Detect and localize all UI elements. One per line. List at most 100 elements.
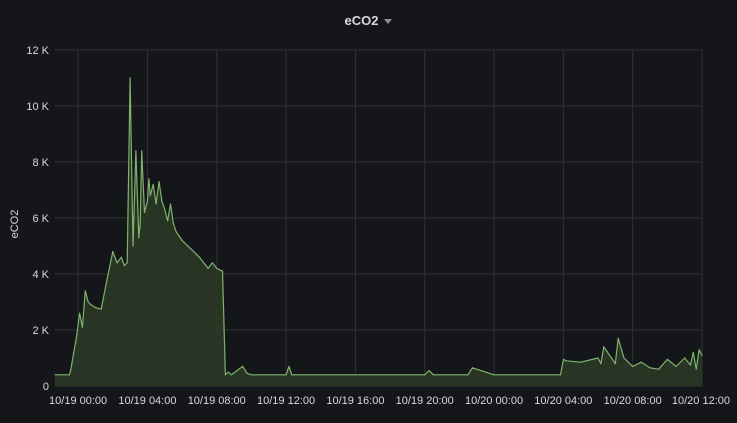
data-point (70, 368, 72, 370)
panel-header: eCO2 (0, 8, 737, 32)
data-point (120, 256, 122, 258)
data-point (649, 367, 651, 369)
data-point (190, 248, 192, 250)
data-point (698, 349, 700, 351)
data-point (112, 251, 114, 253)
data-point (428, 370, 430, 372)
data-point (87, 301, 89, 303)
data-point (143, 211, 146, 213)
y-tick-label: 0 (43, 381, 49, 393)
data-point (227, 371, 229, 373)
data-point (169, 203, 172, 205)
x-tick-label: 10/19 20:00 (396, 395, 454, 407)
data-point (471, 367, 473, 369)
data-point (132, 245, 134, 247)
data-point (161, 200, 163, 202)
data-point (597, 357, 599, 359)
data-point (73, 351, 75, 353)
data-point (288, 365, 290, 367)
x-tick-label: 10/20 04:00 (534, 395, 592, 407)
caret-down-icon[interactable] (384, 18, 393, 24)
x-tick-label: 10/19 12:00 (257, 395, 315, 407)
x-tick-label: 10/20 08:00 (604, 395, 662, 407)
data-point (623, 357, 625, 359)
data-point (603, 346, 605, 348)
data-point (172, 223, 174, 225)
data-point (146, 200, 148, 202)
data-point (695, 368, 697, 370)
data-point (230, 374, 232, 376)
data-point (632, 365, 634, 367)
data-point (692, 351, 694, 353)
data-point (54, 374, 56, 376)
data-point (126, 262, 128, 264)
data-point (149, 195, 151, 197)
data-point (198, 256, 200, 258)
y-tick-label: 10 K (26, 101, 49, 113)
data-point (141, 150, 143, 152)
data-point (559, 374, 562, 376)
data-point (135, 150, 137, 152)
data-point (666, 358, 668, 360)
data-point (224, 374, 226, 376)
data-point (565, 360, 567, 362)
data-point (600, 363, 602, 365)
data-point (129, 77, 131, 79)
x-tick-label: 10/19 04:00 (118, 395, 176, 407)
data-point (84, 290, 86, 292)
x-axis: 10/19 00:00 10/19 04:00 10/19 08:00 10/19 1… (49, 395, 730, 407)
panel-title-menu[interactable]: eCO2 (345, 13, 393, 28)
data-point (562, 358, 565, 360)
data-point (640, 361, 642, 363)
data-point (207, 267, 209, 269)
data-point (100, 308, 102, 310)
data-point (246, 372, 248, 374)
data-point (250, 374, 252, 376)
series-area (55, 78, 702, 386)
x-tick-label: 10/19 08:00 (188, 395, 246, 407)
data-point (614, 363, 616, 365)
data-point (580, 361, 582, 363)
data-point (181, 239, 183, 241)
data-point (684, 357, 686, 359)
data-point (216, 267, 218, 269)
data-point (138, 237, 140, 239)
data-point (701, 354, 703, 356)
data-point (221, 270, 224, 272)
y-axis-label: eCO2 (9, 210, 21, 239)
data-point (68, 374, 70, 376)
data-point (167, 220, 169, 222)
data-point (90, 304, 92, 306)
panel-title[interactable]: eCO2 (344, 12, 379, 28)
data-point (116, 262, 118, 264)
x-tick-label: 10/20 12:00 (672, 395, 730, 407)
y-tick-label: 4 K (32, 269, 49, 281)
data-point (81, 326, 83, 328)
data-point (242, 365, 244, 367)
data-point (658, 368, 660, 370)
x-tick-label: 10/19 16:00 (326, 395, 384, 407)
data-point (139, 223, 141, 225)
data-point (106, 279, 108, 281)
x-tick-label: 10/19 00:00 (49, 395, 107, 407)
data-point (123, 265, 125, 267)
data-point (424, 374, 426, 376)
data-point (493, 374, 495, 376)
data-point (175, 231, 177, 233)
data-point (432, 374, 434, 376)
data-point (617, 337, 619, 339)
data-point (291, 374, 293, 376)
x-tick-label: 10/20 00:00 (465, 395, 523, 407)
y-tick-label: 2 K (32, 325, 49, 337)
data-point (285, 374, 287, 376)
y-tick-label: 6 K (32, 213, 49, 225)
data-point (155, 203, 157, 205)
data-point (164, 209, 166, 211)
y-tick-label: 12 K (26, 45, 49, 57)
data-point (76, 335, 78, 337)
series-layer (54, 77, 703, 386)
data-point (211, 262, 213, 264)
y-axis: 0 2 K 4 K 6 K 8 K 10 K 12 K (26, 45, 49, 393)
